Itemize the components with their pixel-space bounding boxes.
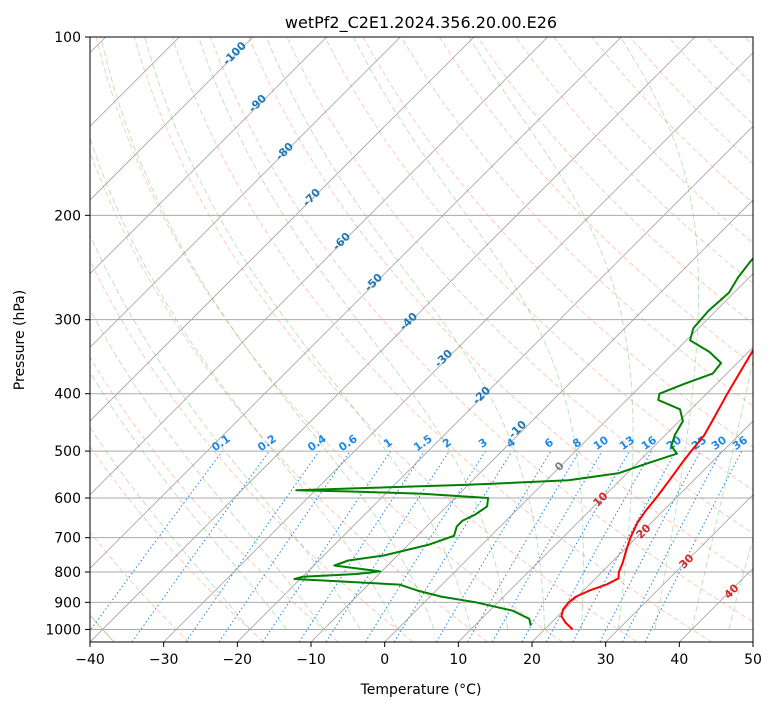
mixing-ratio-line xyxy=(572,450,677,642)
dry-adiabat-line xyxy=(400,37,753,407)
y-tick-label: 200 xyxy=(54,208,81,224)
moist-adiabat-line xyxy=(265,37,546,630)
isotherm-line xyxy=(90,37,622,569)
dry-adiabat-line xyxy=(439,37,753,365)
x-tick-label: 10 xyxy=(449,652,467,668)
dry-adiabat-line xyxy=(90,531,190,642)
dry-adiabat-line xyxy=(248,37,753,578)
moist-adiabats xyxy=(90,37,753,630)
isotherm-line xyxy=(90,37,254,201)
isotherm-line xyxy=(752,641,753,642)
x-tick-label: 50 xyxy=(744,652,762,668)
y-tick-label: 900 xyxy=(54,595,81,611)
dry-adiabat-line xyxy=(90,445,264,642)
y-axis-title: Pressure (hPa) xyxy=(12,290,28,390)
moist-adiabat-line xyxy=(620,37,700,630)
moist-adiabat-line xyxy=(100,37,435,630)
x-axis: −40 −30 −20 −10 0 10 20 30 40 50 xyxy=(75,642,762,668)
dry-adiabat-line xyxy=(171,37,712,642)
dry-adiabat-line xyxy=(324,37,753,491)
y-tick-label: 400 xyxy=(54,387,81,403)
x-tick-label: 0 xyxy=(380,652,389,668)
moist-adiabat-line xyxy=(468,37,634,630)
y-tick-label: 1000 xyxy=(45,622,81,638)
isotherm-line xyxy=(605,494,753,642)
moist-adiabat-line xyxy=(198,37,509,630)
y-tick-label: 700 xyxy=(54,531,81,547)
x-tick-label: 40 xyxy=(670,652,688,668)
y-tick-label: 600 xyxy=(54,491,81,507)
mixing-ratio-line xyxy=(131,450,270,642)
plot-frame xyxy=(89,36,754,643)
moist-adiabat-line xyxy=(90,371,288,630)
isotherm-lines xyxy=(90,37,753,642)
moist-adiabat-line xyxy=(353,37,584,630)
dry-adiabat-line xyxy=(90,150,488,642)
isotherm-line xyxy=(163,52,753,642)
chart-title: wetPf2_C2E1.2024.356.20.00.E26 xyxy=(285,13,557,33)
x-axis-title: Temperature (°C) xyxy=(360,682,482,698)
mixing-ratio-line xyxy=(644,450,743,642)
y-tick-label: 800 xyxy=(54,565,81,581)
mixing-ratio-line xyxy=(298,450,425,642)
isotherm-line xyxy=(531,420,753,642)
x-tick-label: 20 xyxy=(523,652,541,668)
sounding-series xyxy=(293,256,753,631)
isotherm-line xyxy=(90,37,401,348)
dry-adiabat-line xyxy=(515,37,753,284)
dry-adiabat-line xyxy=(210,37,753,623)
moist-adiabat-line xyxy=(90,136,398,630)
isotherm-line xyxy=(310,199,753,642)
x-tick-label: −10 xyxy=(296,652,326,668)
y-tick-label: 500 xyxy=(54,444,81,460)
isotherm-line xyxy=(90,37,475,422)
isobar-lines xyxy=(90,37,753,630)
moist-adiabat-line xyxy=(90,234,361,630)
isotherm-line xyxy=(237,125,753,642)
mixing-ratio-lines xyxy=(90,450,743,642)
dry-adiabats xyxy=(90,37,753,642)
mixing-ratio-line xyxy=(90,450,223,632)
mixing-ratio-line xyxy=(325,450,450,642)
mixing-ratio-line xyxy=(185,450,320,642)
isotherm-line xyxy=(384,273,753,642)
x-tick-label: −30 xyxy=(149,652,179,668)
mixing-ratio-line xyxy=(218,450,351,642)
y-tick-label: 300 xyxy=(54,313,81,329)
y-axis: 100 200 300 400 500 600 700 800 900 1000 xyxy=(45,30,90,638)
mixing-ratio-line xyxy=(262,450,392,642)
dry-adiabat-line xyxy=(90,356,339,642)
moist-adiabat-line xyxy=(90,426,251,630)
mixing-ratio-line xyxy=(393,450,513,642)
x-tick-label: −20 xyxy=(223,652,253,668)
isotherm-line xyxy=(90,37,548,496)
isotherm-line xyxy=(458,346,753,642)
dry-adiabat-line xyxy=(95,37,563,642)
temperature-line xyxy=(560,348,753,631)
isotherm-line xyxy=(90,37,696,642)
mixing-ratio-line xyxy=(521,450,630,642)
isotherm-line xyxy=(90,37,327,275)
x-tick-label: −40 xyxy=(75,652,105,668)
y-tick-label: 100 xyxy=(54,30,81,46)
dewpoint-line xyxy=(293,256,753,626)
dry-adiabat-line xyxy=(133,37,638,642)
mixing-ratio-line xyxy=(545,450,653,642)
moist-adiabat-line xyxy=(691,358,753,630)
x-tick-label: 30 xyxy=(597,652,615,668)
